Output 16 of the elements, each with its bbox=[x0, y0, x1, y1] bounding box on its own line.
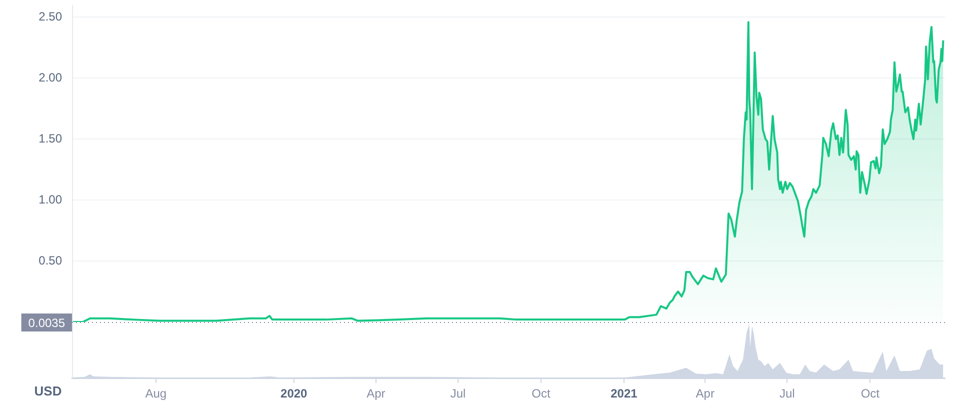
x-tick-label: 2021 bbox=[610, 386, 638, 401]
x-tick-label: Apr bbox=[696, 386, 714, 401]
y-tick-label: 2.50 bbox=[38, 10, 62, 24]
x-tick-label: 2020 bbox=[280, 386, 308, 401]
y-tick-label: 1.00 bbox=[38, 192, 62, 206]
x-tick-label: Aug bbox=[145, 386, 167, 401]
text: USD bbox=[34, 384, 62, 399]
x-tick-label: Jul bbox=[450, 386, 466, 401]
x-tick-label: Oct bbox=[860, 386, 880, 401]
x-tick-label: Oct bbox=[532, 386, 551, 401]
y-tick-label: 2.00 bbox=[38, 70, 62, 84]
y-tick-label: 0.50 bbox=[38, 253, 62, 268]
x-tick-label: Apr bbox=[366, 386, 386, 401]
y-tick-label: 1.50 bbox=[38, 131, 62, 146]
ref-line-label: 0.0035 bbox=[28, 316, 66, 330]
x-tick-label: Jul bbox=[780, 386, 795, 401]
